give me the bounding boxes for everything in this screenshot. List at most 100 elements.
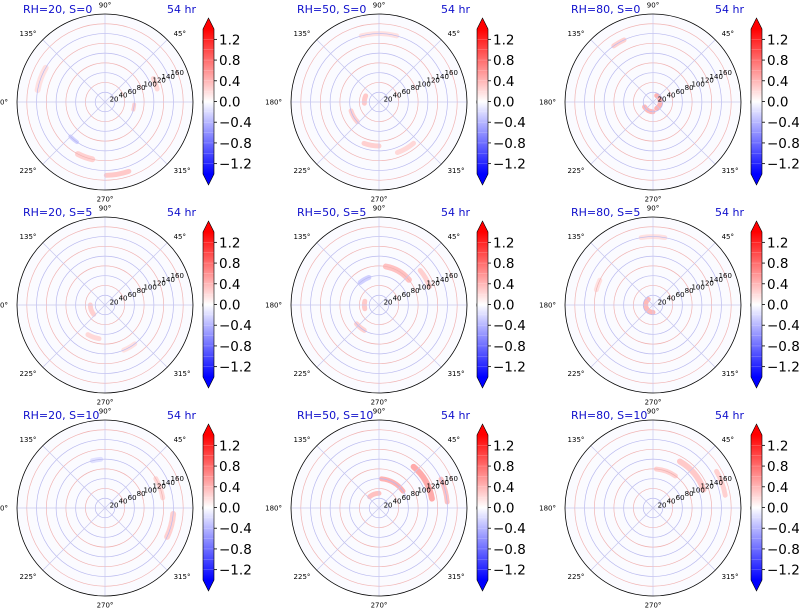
colorbar-tick-label: 1.2 bbox=[219, 235, 240, 251]
colorbar-body bbox=[477, 232, 488, 377]
theta-tick-label: 90° bbox=[99, 205, 111, 213]
theta-tick-label: 225° bbox=[568, 370, 585, 378]
colorbar-tick-label: −0.8 bbox=[767, 136, 799, 152]
colorbar-tick-label: 1.2 bbox=[219, 32, 240, 48]
r-tick-label: 20 bbox=[110, 298, 119, 306]
colorbar-tick-label: −0.8 bbox=[767, 542, 799, 558]
theta-tick-label: 90° bbox=[373, 2, 385, 10]
grid-spoke bbox=[378, 507, 442, 571]
subplot-title-left: RH=80, S=10 bbox=[571, 409, 647, 422]
r-tick-label: 100 bbox=[417, 283, 430, 291]
theta-tick-label: 45° bbox=[722, 30, 734, 38]
grid-spoke bbox=[652, 39, 716, 103]
colorbar-extend-max bbox=[477, 424, 488, 435]
theta-tick-label: 270° bbox=[645, 196, 662, 204]
r-tick-label: 60 bbox=[402, 88, 411, 96]
polar-frame bbox=[290, 419, 468, 597]
colorbar-tick-label: −1.2 bbox=[767, 360, 799, 376]
colorbar-tick-label: 0.4 bbox=[219, 74, 240, 90]
r-tick-label: 140 bbox=[162, 73, 175, 81]
theta-tick-label: 90° bbox=[373, 205, 385, 213]
colorbar-tick-label: −0.4 bbox=[767, 115, 799, 131]
colorbar-tick-label: 0.4 bbox=[219, 277, 240, 293]
grid-spoke bbox=[316, 101, 380, 165]
colorbar-extend-max bbox=[203, 424, 214, 435]
subplot-title-right: 54 hr bbox=[441, 409, 470, 422]
subplot-title-left: RH=50, S=5 bbox=[297, 206, 366, 219]
colorbar-tick-label: 1.2 bbox=[493, 235, 514, 251]
r-tick-label: 100 bbox=[691, 80, 704, 88]
colorbar-tick-label: 0.8 bbox=[767, 459, 788, 475]
grid-spoke bbox=[378, 304, 442, 368]
colorbar: 1.2 0.8 0.4 0.0 −0.4 −0.8 −1.2 bbox=[750, 17, 799, 186]
colorbar-extend-min bbox=[203, 580, 214, 591]
r-tick-label: 120 bbox=[701, 280, 714, 288]
grid-spoke bbox=[652, 445, 716, 509]
colorbar-outline bbox=[202, 220, 215, 389]
colorbar-tick-label: −0.4 bbox=[767, 521, 799, 537]
colorbar-tick-label: 0.8 bbox=[493, 459, 514, 475]
heat-feature bbox=[85, 332, 102, 342]
theta-tick-label: 135° bbox=[20, 233, 37, 241]
colorbar-tick-label: −0.8 bbox=[493, 542, 526, 558]
grid-spoke bbox=[652, 242, 716, 306]
colorbar: 1.2 0.8 0.4 0.0 −0.4 −0.8 −1.2 bbox=[476, 220, 526, 389]
colorbar-extend-max bbox=[751, 424, 762, 435]
theta-tick-label: 180° bbox=[265, 99, 282, 107]
colorbar-tick-label: 1.2 bbox=[767, 32, 788, 48]
colorbar: 1.2 0.8 0.4 0.0 −0.4 −0.8 −1.2 bbox=[202, 17, 252, 186]
colorbar-extend-min bbox=[751, 580, 762, 591]
r-tick-label: 140 bbox=[710, 479, 723, 487]
colorbar-tick-label: 0.4 bbox=[493, 74, 514, 90]
theta-tick-label: 315° bbox=[448, 370, 465, 378]
r-tick-label: 60 bbox=[676, 494, 685, 502]
theta-tick-label: 270° bbox=[645, 399, 662, 407]
theta-tick-label: 45° bbox=[174, 233, 186, 241]
colorbar-tick-label: 1.2 bbox=[493, 438, 514, 454]
theta-tick-label: 135° bbox=[20, 436, 37, 444]
colorbar-outline bbox=[750, 423, 763, 592]
colorbar-tick-label: −1.2 bbox=[493, 563, 526, 579]
theta-tick-label: 225° bbox=[294, 573, 311, 581]
subplot-title-left: RH=50, S=10 bbox=[297, 409, 373, 422]
r-tick-label: 120 bbox=[427, 280, 440, 288]
colorbar-outline bbox=[750, 220, 763, 389]
polar-frame bbox=[290, 216, 468, 394]
grid-spoke bbox=[104, 304, 168, 368]
heat-feature bbox=[643, 296, 656, 315]
colorbar-outline bbox=[476, 423, 489, 592]
theta-tick-label: 315° bbox=[722, 167, 739, 175]
subplot-title-left: RH=80, S=0 bbox=[571, 3, 640, 16]
theta-tick-label: 225° bbox=[20, 167, 37, 175]
theta-tick-label: 180° bbox=[0, 505, 8, 513]
r-tick-label: 140 bbox=[162, 479, 175, 487]
theta-tick-label: 45° bbox=[448, 30, 460, 38]
theta-tick-label: 270° bbox=[371, 602, 388, 610]
r-tick-label: 120 bbox=[153, 280, 166, 288]
theta-tick-label: 270° bbox=[371, 196, 388, 204]
grid-spoke bbox=[652, 101, 716, 165]
colorbar-extend-min bbox=[477, 580, 488, 591]
colorbar-tick-label: 0.8 bbox=[219, 256, 240, 272]
colorbar: 1.2 0.8 0.4 0.0 −0.4 −0.8 −1.2 bbox=[202, 423, 252, 592]
subplot-title-right: 54 hr bbox=[715, 409, 744, 422]
heat-feature bbox=[417, 267, 432, 290]
colorbar-outline bbox=[202, 17, 215, 186]
colorbar-tick-label: 0.0 bbox=[493, 95, 514, 111]
grid-spoke bbox=[590, 242, 654, 306]
grid-spoke bbox=[42, 101, 106, 165]
subplot-1: 204060801001201401600°45°90°135°180°225°… bbox=[0, 2, 252, 204]
colorbar: 1.2 0.8 0.4 0.0 −0.4 −0.8 −1.2 bbox=[476, 17, 526, 186]
colorbar-tick-label: 0.4 bbox=[493, 277, 514, 293]
colorbar-tick-label: 0.8 bbox=[767, 53, 788, 69]
heat-feature bbox=[361, 140, 382, 149]
colorbar-body bbox=[751, 29, 762, 174]
colorbar-extend-min bbox=[477, 174, 488, 185]
r-tick-label: 80 bbox=[411, 490, 420, 498]
r-tick-label: 120 bbox=[427, 483, 440, 491]
r-tick-label: 40 bbox=[393, 498, 402, 506]
theta-tick-label: 180° bbox=[539, 505, 556, 513]
theta-tick-label: 315° bbox=[448, 167, 465, 175]
r-tick-label: 20 bbox=[110, 95, 119, 103]
r-tick-label: 60 bbox=[676, 291, 685, 299]
